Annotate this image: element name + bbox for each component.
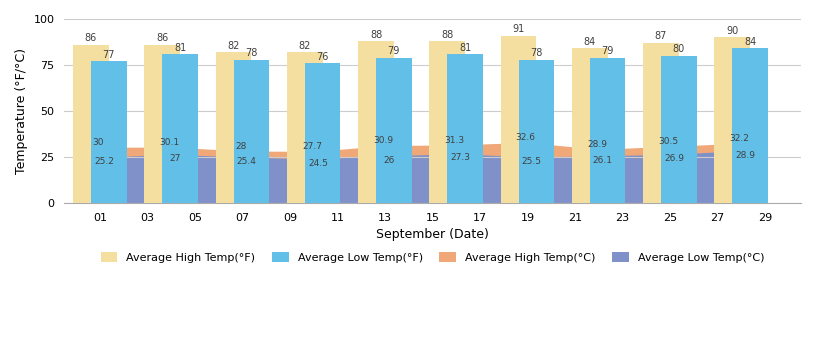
Bar (590, 58, 625, 203)
Text: 31.3: 31.3 (444, 136, 465, 145)
Text: 28.9: 28.9 (735, 151, 755, 160)
Bar (447, 54, 483, 203)
Text: 25.5: 25.5 (521, 157, 542, 166)
Text: 28.9: 28.9 (587, 140, 607, 149)
Bar (73, 45, 109, 203)
Text: 32.6: 32.6 (515, 133, 535, 142)
Text: 30.9: 30.9 (373, 136, 393, 146)
Text: 86: 86 (85, 33, 97, 43)
Text: 27.7: 27.7 (302, 142, 322, 151)
Text: 79: 79 (388, 46, 400, 56)
Text: 30.1: 30.1 (159, 138, 179, 147)
Text: 25.2: 25.2 (94, 157, 114, 166)
Text: 82: 82 (299, 41, 311, 51)
Bar (519, 59, 554, 203)
Bar (572, 49, 608, 203)
Bar (305, 63, 340, 203)
Text: 90: 90 (726, 26, 739, 36)
Bar (233, 59, 269, 203)
Text: 79: 79 (602, 46, 613, 56)
Text: 27.3: 27.3 (451, 153, 471, 163)
Bar (287, 52, 323, 203)
Text: 30.5: 30.5 (658, 137, 678, 146)
Bar (376, 58, 412, 203)
Text: 30: 30 (92, 138, 104, 147)
Text: 87: 87 (655, 31, 667, 42)
Text: 78: 78 (245, 48, 257, 58)
Bar (162, 54, 198, 203)
Bar (91, 62, 127, 203)
Text: 77: 77 (103, 50, 115, 60)
X-axis label: September (Date): September (Date) (376, 228, 489, 241)
Bar (359, 41, 393, 203)
Text: 24.5: 24.5 (308, 159, 328, 168)
Bar (715, 37, 750, 203)
Bar (429, 41, 465, 203)
Y-axis label: Temperature (°F/°C): Temperature (°F/°C) (15, 48, 28, 174)
Text: 26.1: 26.1 (593, 156, 613, 165)
Text: 82: 82 (227, 41, 240, 51)
Bar (500, 35, 536, 203)
Text: 28: 28 (235, 142, 247, 151)
Text: 26: 26 (383, 156, 395, 165)
Text: 86: 86 (156, 33, 168, 43)
Text: 27: 27 (169, 154, 181, 163)
Text: 84: 84 (744, 37, 756, 47)
Bar (643, 43, 679, 203)
Text: 80: 80 (673, 45, 685, 54)
Text: 88: 88 (441, 30, 453, 39)
Text: 25.4: 25.4 (237, 157, 256, 166)
Text: 78: 78 (530, 48, 543, 58)
Bar (732, 49, 768, 203)
Bar (216, 52, 251, 203)
Text: 81: 81 (459, 42, 471, 52)
Text: 81: 81 (174, 42, 186, 52)
Text: 88: 88 (370, 30, 382, 39)
Text: 91: 91 (512, 24, 525, 34)
Text: 26.9: 26.9 (664, 154, 684, 163)
Text: 32.2: 32.2 (730, 134, 749, 143)
Legend: Average High Temp(°F), Average Low Temp(°F), Average High Temp(°C), Average Low : Average High Temp(°F), Average Low Temp(… (96, 248, 769, 268)
Text: 84: 84 (583, 37, 596, 47)
Bar (661, 56, 696, 203)
Text: 76: 76 (316, 52, 329, 62)
Bar (144, 45, 180, 203)
